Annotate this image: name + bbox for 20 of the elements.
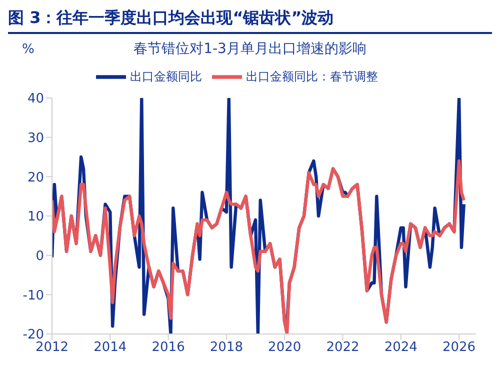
y-tick-label: 0 xyxy=(36,248,44,264)
y-tick-label: 20 xyxy=(27,170,44,186)
x-tick-label: 2022 xyxy=(326,340,360,356)
legend-label: 出口金额同比：春节调整 xyxy=(246,69,378,84)
x-tick-label: 2012 xyxy=(35,340,69,356)
x-tick-label: 2024 xyxy=(384,340,418,356)
x-tick-label: 2018 xyxy=(210,340,243,356)
y-tick-label: 30 xyxy=(27,130,44,146)
x-tick-label: 2026 xyxy=(442,340,476,356)
legend-label: 出口金额同比 xyxy=(130,69,202,84)
y-tick-label: 40 xyxy=(27,92,44,107)
y-axis-title: % xyxy=(22,42,34,57)
y-tick-label: -10 xyxy=(22,288,44,304)
chart-subtitle: 春节错位对1-3月单月出口增速的影响 xyxy=(134,41,366,57)
line-series xyxy=(52,159,466,334)
x-tick-label: 2014 xyxy=(94,340,127,356)
chart-title: 图 3：往年一季度出口均会出现“锯齿状”波动 xyxy=(8,8,492,34)
y-tick-label: 10 xyxy=(27,210,44,225)
x-tick-label: 2016 xyxy=(152,340,185,356)
x-tick-label: 2020 xyxy=(268,340,302,356)
